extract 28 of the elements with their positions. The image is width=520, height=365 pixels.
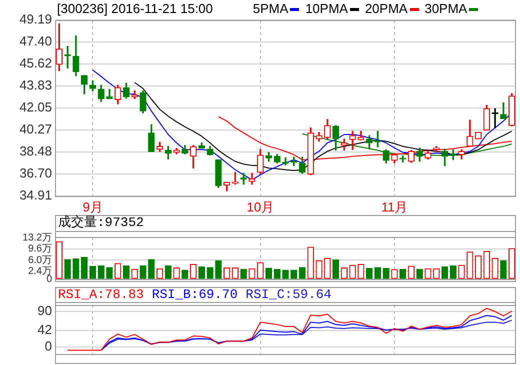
y-tick-label: 13.2万 xyxy=(22,232,52,244)
y-tick-label: 90 xyxy=(38,303,52,318)
y-tick-label: 42.05 xyxy=(19,100,52,115)
x-tick-label: 9月 xyxy=(82,199,103,214)
y-tick-label: 49.19 xyxy=(19,12,52,27)
text: RSI_A:78.83 xyxy=(58,287,144,302)
y-tick-label: 47.40 xyxy=(19,34,52,49)
y-tick-label: 0 xyxy=(44,338,52,354)
y-tick-label: 43.83 xyxy=(19,78,52,93)
legend-label: 10PMA xyxy=(305,1,348,16)
y-tick-label: 0 xyxy=(46,274,52,285)
legend-label: 5PMA xyxy=(252,1,288,16)
y-tick-label: 36.70 xyxy=(19,166,52,181)
x-tick-label: 11月 xyxy=(381,199,408,214)
x-tick-label: 10月 xyxy=(246,199,274,214)
y-tick-label: 40.27 xyxy=(19,122,52,137)
series-label: RSI_C:59.64 xyxy=(246,287,332,302)
y-tick-label: 6.0万 xyxy=(28,254,52,266)
y-tick-label: 42 xyxy=(38,322,52,338)
y-tick-label: 38.48 xyxy=(19,144,52,159)
chart-title: 成交量:97352 xyxy=(58,215,144,230)
y-tick-label: 34.91 xyxy=(19,188,52,203)
legend-label: 30PMA xyxy=(424,1,468,16)
text: RSI_B:69.70 xyxy=(152,287,238,302)
y-tick-label: 9.6万 xyxy=(28,244,52,255)
legend-label: 20PMA xyxy=(364,1,408,16)
y-tick-label: 45.62 xyxy=(19,56,52,71)
chart-title: [300236] 2016-11-21 15:00 xyxy=(57,1,213,16)
